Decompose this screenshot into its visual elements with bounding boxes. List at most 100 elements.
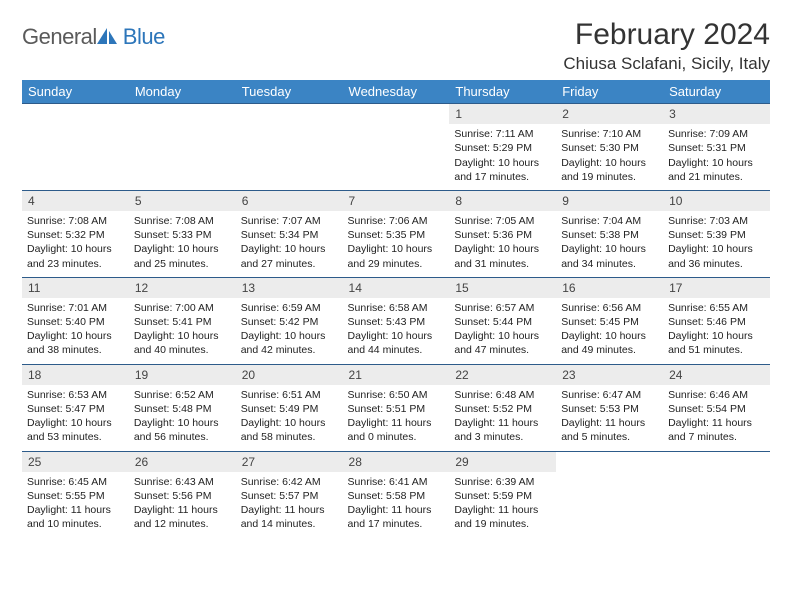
sunrise-text: Sunrise: 6:51 AM (241, 388, 338, 402)
day-number: 14 (343, 278, 450, 298)
sunset-text: Sunset: 5:52 PM (454, 402, 551, 416)
weekday-header: Tuesday (236, 80, 343, 104)
sunset-text: Sunset: 5:59 PM (454, 489, 551, 503)
sunrise-text: Sunrise: 6:39 AM (454, 475, 551, 489)
daylight-text: Daylight: 10 hours and 29 minutes. (348, 242, 445, 270)
sunrise-text: Sunrise: 6:45 AM (27, 475, 124, 489)
calendar-day-cell (129, 104, 236, 191)
calendar-day-cell: 4Sunrise: 7:08 AMSunset: 5:32 PMDaylight… (22, 190, 129, 277)
calendar-day-cell: 6Sunrise: 7:07 AMSunset: 5:34 PMDaylight… (236, 190, 343, 277)
sunrise-text: Sunrise: 6:57 AM (454, 301, 551, 315)
sunrise-text: Sunrise: 6:43 AM (134, 475, 231, 489)
day-number: 27 (236, 452, 343, 472)
calendar-body: 1Sunrise: 7:11 AMSunset: 5:29 PMDaylight… (22, 104, 770, 538)
sunset-text: Sunset: 5:32 PM (27, 228, 124, 242)
daylight-text: Daylight: 11 hours and 3 minutes. (454, 416, 551, 444)
daylight-text: Daylight: 10 hours and 36 minutes. (668, 242, 765, 270)
calendar-day-cell: 9Sunrise: 7:04 AMSunset: 5:38 PMDaylight… (556, 190, 663, 277)
weekday-header: Sunday (22, 80, 129, 104)
sunrise-text: Sunrise: 7:05 AM (454, 214, 551, 228)
daylight-text: Daylight: 11 hours and 12 minutes. (134, 503, 231, 531)
sunset-text: Sunset: 5:47 PM (27, 402, 124, 416)
day-number: 16 (556, 278, 663, 298)
calendar-day-cell: 2Sunrise: 7:10 AMSunset: 5:30 PMDaylight… (556, 104, 663, 191)
calendar-day-cell (663, 451, 770, 537)
weekday-header: Wednesday (343, 80, 450, 104)
sunset-text: Sunset: 5:51 PM (348, 402, 445, 416)
day-number: 18 (22, 365, 129, 385)
calendar-day-cell: 10Sunrise: 7:03 AMSunset: 5:39 PMDayligh… (663, 190, 770, 277)
day-number: 2 (556, 104, 663, 124)
calendar-day-cell: 20Sunrise: 6:51 AMSunset: 5:49 PMDayligh… (236, 364, 343, 451)
sunrise-text: Sunrise: 7:03 AM (668, 214, 765, 228)
month-title: February 2024 (563, 18, 770, 52)
sunset-text: Sunset: 5:49 PM (241, 402, 338, 416)
daylight-text: Daylight: 11 hours and 19 minutes. (454, 503, 551, 531)
daylight-text: Daylight: 10 hours and 17 minutes. (454, 156, 551, 184)
brand-logo: General Blue (22, 24, 165, 50)
calendar-week-row: 4Sunrise: 7:08 AMSunset: 5:32 PMDaylight… (22, 190, 770, 277)
sunrise-text: Sunrise: 6:41 AM (348, 475, 445, 489)
day-number: 22 (449, 365, 556, 385)
calendar-day-cell: 13Sunrise: 6:59 AMSunset: 5:42 PMDayligh… (236, 277, 343, 364)
title-block: February 2024 Chiusa Sclafani, Sicily, I… (563, 18, 770, 74)
calendar-day-cell: 26Sunrise: 6:43 AMSunset: 5:56 PMDayligh… (129, 451, 236, 537)
calendar-table: Sunday Monday Tuesday Wednesday Thursday… (22, 80, 770, 537)
day-number: 26 (129, 452, 236, 472)
sunset-text: Sunset: 5:55 PM (27, 489, 124, 503)
calendar-day-cell: 23Sunrise: 6:47 AMSunset: 5:53 PMDayligh… (556, 364, 663, 451)
calendar-day-cell: 8 Sunrise: 7:05 AMSunset: 5:36 PMDaylight… (449, 190, 556, 277)
calendar-day-cell: 5Sunrise: 7:08 AMSunset: 5:33 PMDaylight… (129, 190, 236, 277)
sunset-text: Sunset: 5:54 PM (668, 402, 765, 416)
calendar-day-cell (22, 104, 129, 191)
sunset-text: Sunset: 5:42 PM (241, 315, 338, 329)
day-number: 3 (663, 104, 770, 124)
day-number: 29 (449, 452, 556, 472)
calendar-day-cell (236, 104, 343, 191)
daylight-text: Daylight: 10 hours and 21 minutes. (668, 156, 765, 184)
daylight-text: Daylight: 10 hours and 42 minutes. (241, 329, 338, 357)
daylight-text: Daylight: 11 hours and 0 minutes. (348, 416, 445, 444)
calendar-day-cell: 22Sunrise: 6:48 AMSunset: 5:52 PMDayligh… (449, 364, 556, 451)
sunrise-text: Sunrise: 6:50 AM (348, 388, 445, 402)
sunrise-text: Sunrise: 7:11 AM (454, 127, 551, 141)
day-number: 9 (556, 191, 663, 211)
sunset-text: Sunset: 5:35 PM (348, 228, 445, 242)
weekday-header: Friday (556, 80, 663, 104)
day-number: 23 (556, 365, 663, 385)
day-number: 12 (129, 278, 236, 298)
weekday-header: Monday (129, 80, 236, 104)
sunset-text: Sunset: 5:36 PM (454, 228, 551, 242)
weekday-header: Saturday (663, 80, 770, 104)
sunrise-text: Sunrise: 7:07 AM (241, 214, 338, 228)
day-number: 24 (663, 365, 770, 385)
calendar-day-cell: 21Sunrise: 6:50 AMSunset: 5:51 PMDayligh… (343, 364, 450, 451)
sunset-text: Sunset: 5:34 PM (241, 228, 338, 242)
sunrise-text: Sunrise: 6:55 AM (668, 301, 765, 315)
sunset-text: Sunset: 5:30 PM (561, 141, 658, 155)
day-number: 13 (236, 278, 343, 298)
daylight-text: Daylight: 10 hours and 49 minutes. (561, 329, 658, 357)
calendar-week-row: 11Sunrise: 7:01 AMSunset: 5:40 PMDayligh… (22, 277, 770, 364)
calendar-day-cell: 27Sunrise: 6:42 AMSunset: 5:57 PMDayligh… (236, 451, 343, 537)
calendar-day-cell: 7Sunrise: 7:06 AMSunset: 5:35 PMDaylight… (343, 190, 450, 277)
sail-icon (97, 28, 119, 46)
brand-part1: General (22, 24, 97, 50)
calendar-day-cell: 15Sunrise: 6:57 AMSunset: 5:44 PMDayligh… (449, 277, 556, 364)
sunset-text: Sunset: 5:39 PM (668, 228, 765, 242)
calendar-day-cell (556, 451, 663, 537)
daylight-text: Daylight: 10 hours and 31 minutes. (454, 242, 551, 270)
day-number: 28 (343, 452, 450, 472)
day-number: 17 (663, 278, 770, 298)
calendar-day-cell: 28Sunrise: 6:41 AMSunset: 5:58 PMDayligh… (343, 451, 450, 537)
day-number: 5 (129, 191, 236, 211)
sunrise-text: Sunrise: 7:01 AM (27, 301, 124, 315)
calendar-day-cell: 19Sunrise: 6:52 AMSunset: 5:48 PMDayligh… (129, 364, 236, 451)
calendar-day-cell: 25Sunrise: 6:45 AMSunset: 5:55 PMDayligh… (22, 451, 129, 537)
day-number: 19 (129, 365, 236, 385)
sunrise-text: Sunrise: 7:00 AM (134, 301, 231, 315)
day-number: 8 (449, 191, 556, 211)
daylight-text: Daylight: 11 hours and 10 minutes. (27, 503, 124, 531)
daylight-text: Daylight: 11 hours and 5 minutes. (561, 416, 658, 444)
sunrise-text: Sunrise: 6:46 AM (668, 388, 765, 402)
